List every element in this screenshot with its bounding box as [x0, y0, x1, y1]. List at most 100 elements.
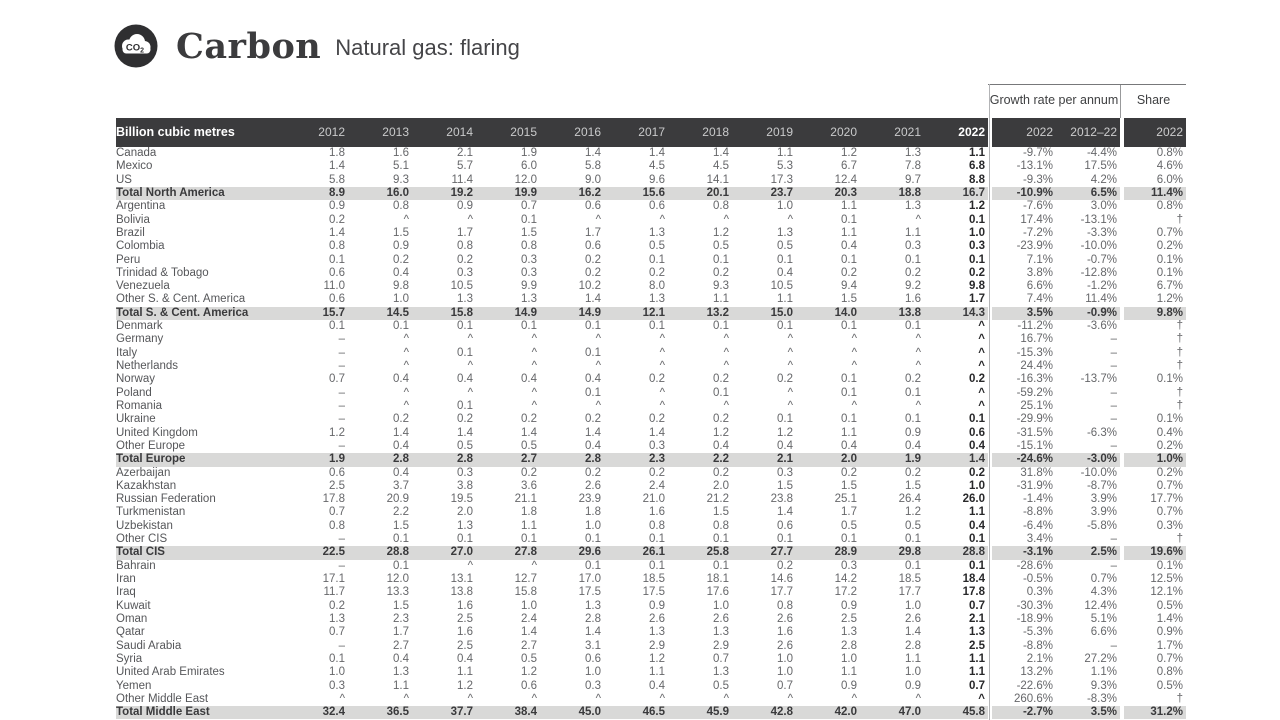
- value-cell: 1.3: [777, 226, 793, 239]
- table-body: Canada 1.8 1.6 2.1 1.9 1.4 1.4 1.4 1.1 1.2 1.3 1.1-…: [0, 147, 1280, 720]
- value-cell: 0.1: [585, 346, 601, 359]
- value-cell: ^: [467, 692, 473, 705]
- growth-range-cell: -4.4%: [1086, 147, 1117, 159]
- share-cell: 9.8%: [1120, 306, 1186, 321]
- share-cell: 6.7%: [1120, 280, 1186, 294]
- growth-range-cell: –: [1110, 346, 1117, 359]
- value-cell: 21.2: [706, 493, 729, 506]
- growth-range-cell: –: [1110, 360, 1117, 372]
- growth-2022-cell: -10.9%: [988, 186, 1056, 201]
- value-cell: 0.1: [841, 320, 857, 333]
- value-cell: 12.4: [834, 173, 857, 186]
- value-cell: 2.7: [521, 639, 537, 652]
- value-cell: 0.1: [457, 346, 473, 359]
- value-cell: ^: [339, 692, 345, 705]
- value-cell: 18.4: [962, 573, 985, 585]
- value-cell: 0.1: [777, 533, 793, 546]
- value-cell: 0.1: [713, 320, 729, 333]
- value-cell: ^: [978, 320, 985, 333]
- table-total-row: Total S. & Cent. America 15.7 14.5 15.8 14.9…: [0, 306, 1280, 321]
- share-cell: 0.7%: [1120, 226, 1186, 241]
- value-cell: 2.0: [796, 453, 860, 467]
- row-label: Ukraine: [116, 413, 156, 426]
- value-cell: 5.8: [329, 173, 345, 186]
- value-cell: 0.4: [585, 439, 601, 452]
- value-cell: 16.2: [540, 186, 604, 201]
- value-cell: 5.8: [585, 160, 601, 173]
- value-cell: 23.8: [770, 493, 793, 506]
- value-cell: 0.1: [393, 559, 409, 572]
- value-cell: –: [338, 399, 345, 412]
- value-cell: ^: [723, 346, 729, 359]
- value-cell: 0.2: [393, 413, 409, 426]
- value-cell: 12.0: [514, 173, 537, 186]
- row-label: Kazakhstan: [116, 479, 177, 492]
- value-cell: 0.1: [521, 533, 537, 546]
- value-cell: 0.4: [393, 466, 409, 479]
- growth-2022-cell: 16.7%: [988, 333, 1056, 347]
- value-cell: ^: [978, 386, 985, 399]
- value-cell: 2.6: [585, 479, 601, 492]
- value-cell: 18.5: [642, 573, 665, 585]
- value-cell: 0.4: [969, 519, 985, 532]
- value-cell: 0.2: [841, 466, 857, 479]
- value-cell: 28.8: [924, 546, 988, 560]
- unit-label: Billion cubic metres: [116, 118, 284, 147]
- growth-2022-cell: -59.2%: [988, 386, 1056, 400]
- value-cell: 2.6: [905, 612, 921, 625]
- value-cell: 0.2: [457, 253, 473, 266]
- growth-range-cell: 3.5%: [1056, 706, 1120, 720]
- value-cell: 1.0: [969, 479, 985, 492]
- growth-col-range-header: 2012–22: [1056, 118, 1120, 147]
- table-row: Colombia 0.8 0.9 0.8 0.8 0.6 0.5 0.5 0.5 0.4 0.3 0.…: [0, 240, 1280, 254]
- table-row: Canada 1.8 1.6 2.1 1.9 1.4 1.4 1.4 1.1 1.2 1.3 1.1-…: [0, 147, 1280, 161]
- value-cell: 17.8: [322, 493, 345, 506]
- value-cell: 6.7: [841, 160, 857, 173]
- value-cell: 1.0: [969, 226, 985, 239]
- share-cell: 11.4%: [1120, 186, 1186, 201]
- value-cell: 1.3: [713, 666, 729, 679]
- value-cell: 1.2: [905, 506, 921, 519]
- row-label: Canada: [116, 147, 157, 159]
- share-cell: †: [1120, 692, 1186, 707]
- value-cell: 0.2: [777, 373, 793, 386]
- row-label: Netherlands: [116, 360, 179, 372]
- growth-rate-header: Growth rate per annum: [989, 93, 1119, 107]
- value-cell: 2.3: [604, 453, 668, 467]
- value-cell: ^: [531, 360, 537, 372]
- value-cell: 42.0: [796, 706, 860, 720]
- value-cell: 3.1: [585, 639, 601, 652]
- value-cell: 0.5: [713, 240, 729, 253]
- value-cell: 0.5: [841, 519, 857, 532]
- year-column-header: 2017: [604, 118, 668, 147]
- value-cell: 0.3: [457, 266, 473, 279]
- growth-2022-cell: -24.6%: [988, 453, 1056, 467]
- value-cell: 1.0: [393, 293, 409, 306]
- value-cell: 1.3: [713, 626, 729, 639]
- value-cell: ^: [531, 399, 537, 412]
- row-label: Russian Federation: [116, 493, 216, 506]
- value-cell: 0.3: [585, 679, 601, 692]
- table-row: Iraq 11.7 13.3 13.8 15.8 17.5 17.5 17.6 17.7 17.2…: [0, 586, 1280, 600]
- value-cell: 13.2: [668, 306, 732, 321]
- table-row: Romania – ^ 0.1 ^ ^ ^ ^ ^ ^ ^ ^ 25.1% – †: [0, 399, 1280, 414]
- value-cell: 13.3: [386, 586, 409, 599]
- growth-2022-cell: -28.6%: [988, 559, 1056, 573]
- value-cell: 20.9: [386, 493, 409, 506]
- value-cell: ^: [915, 346, 921, 359]
- value-cell: 0.3: [457, 466, 473, 479]
- share-cell: 0.1%: [1120, 266, 1186, 281]
- value-cell: ^: [787, 399, 793, 412]
- value-cell: 0.5: [713, 679, 729, 692]
- value-cell: 0.2: [713, 413, 729, 426]
- growth-range-cell: –: [1110, 559, 1117, 572]
- table-row: Kazakhstan 2.5 3.7 3.8 3.6 2.6 2.4 2.0 1.5 1.5 1.5…: [0, 479, 1280, 494]
- value-cell: 0.8: [713, 519, 729, 532]
- value-cell: 36.5: [348, 706, 412, 720]
- value-cell: 15.8: [412, 306, 476, 321]
- value-cell: 0.2: [585, 253, 601, 266]
- share-cell: 0.2%: [1120, 240, 1186, 254]
- growth-range-cell: 3.9%: [1090, 506, 1117, 519]
- row-label: Norway: [116, 373, 155, 386]
- value-cell: 2.6: [649, 612, 665, 625]
